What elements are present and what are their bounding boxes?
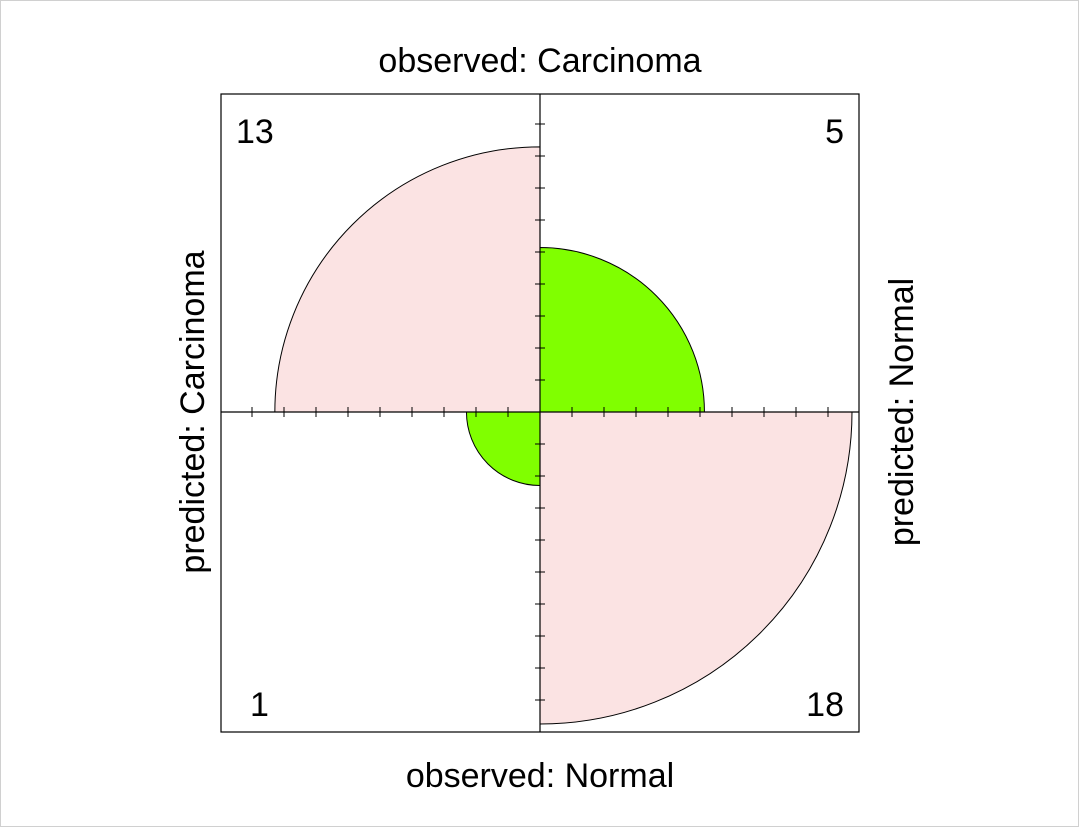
count-label-bottom-left: 1 — [250, 686, 269, 724]
quarter-circle-top-left — [274, 146, 541, 413]
left-axis-title: predicted: Carcinoma — [174, 250, 212, 573]
quarter-circle-top-right — [539, 247, 705, 413]
quarter-circle-bottom-right — [539, 411, 853, 725]
quadrant-group — [274, 146, 853, 725]
count-label-top-left: 13 — [236, 113, 274, 151]
count-label-bottom-right: 18 — [806, 686, 844, 724]
right-axis-title: predicted: Normal — [883, 278, 921, 546]
top-axis-title: observed: Carcinoma — [378, 42, 701, 80]
bottom-axis-title: observed: Normal — [406, 757, 674, 795]
quarter-circle-bottom-left — [465, 411, 541, 487]
count-label-top-right: 5 — [825, 113, 844, 151]
tick-group — [251, 123, 829, 701]
